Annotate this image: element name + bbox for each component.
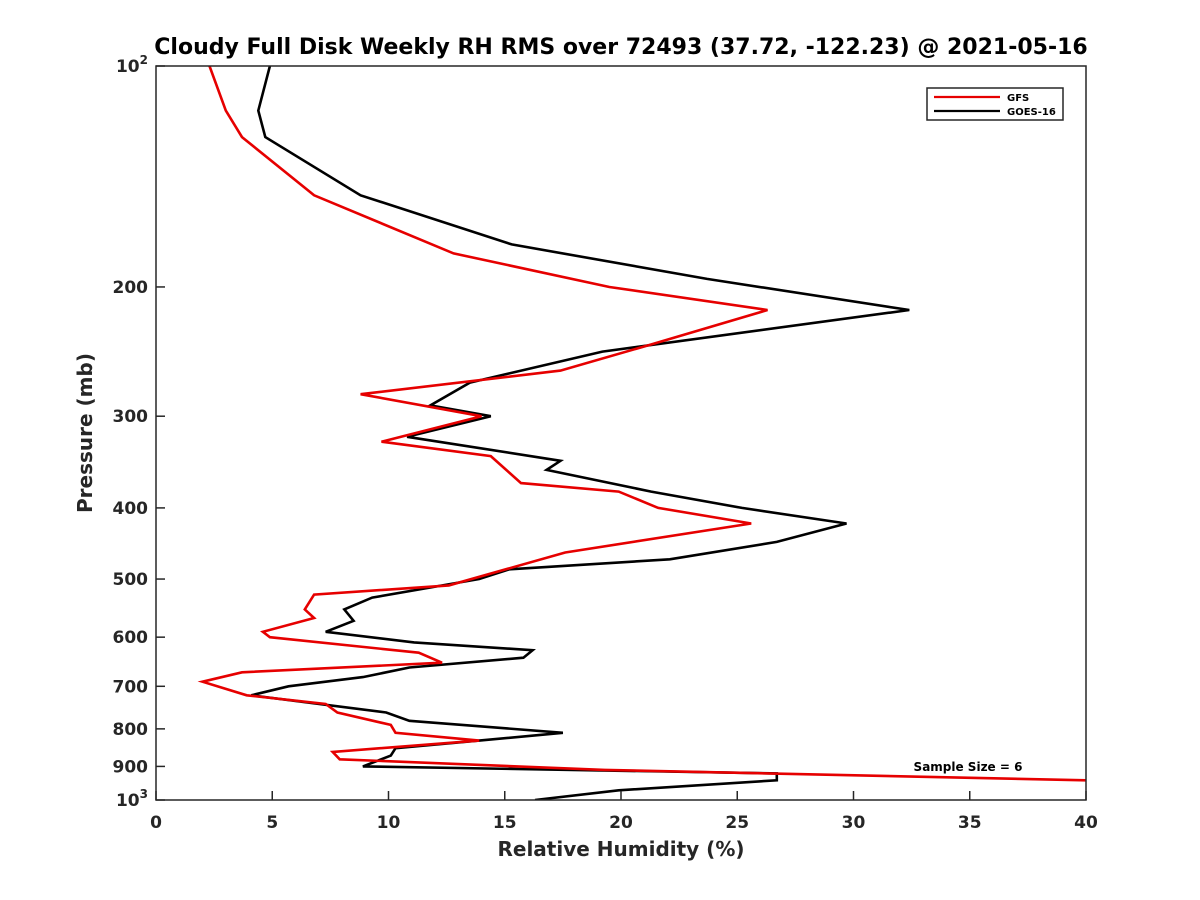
y-tick-label: 103 xyxy=(116,787,148,811)
x-axis-label: Relative Humidity (%) xyxy=(497,837,744,861)
x-tick-label: 35 xyxy=(958,813,982,833)
x-tick-label: 15 xyxy=(493,813,517,833)
y-axis-label: Pressure (mb) xyxy=(73,353,97,513)
y-tick-label: 600 xyxy=(113,628,149,648)
y-tick-label: 200 xyxy=(113,278,149,298)
y-tick-label: 500 xyxy=(113,570,149,590)
x-tick-label: 0 xyxy=(150,813,162,833)
x-tick-label: 30 xyxy=(842,813,866,833)
x-tick-label: 10 xyxy=(377,813,401,833)
y-tick-label: 300 xyxy=(113,407,149,427)
x-tick-label: 40 xyxy=(1074,813,1098,833)
x-tick-label: 20 xyxy=(609,813,633,833)
x-tick-label: 5 xyxy=(266,813,278,833)
legend-box xyxy=(926,87,1064,121)
x-tick-label: 25 xyxy=(725,813,749,833)
y-tick-label: 102 xyxy=(116,53,148,77)
series-layer xyxy=(197,66,1086,800)
legend-label-goes16: GOES-16 xyxy=(1007,107,1056,118)
legend: GFS GOES-16 xyxy=(926,87,1064,121)
chart-title: Cloudy Full Disk Weekly RH RMS over 7249… xyxy=(154,35,1087,60)
series-line-gfs xyxy=(197,66,1086,782)
sample-size-annotation: Sample Size = 6 xyxy=(914,760,1023,774)
y-tick-label: 800 xyxy=(113,720,149,740)
y-axis-ticks: 102 200 300 400 500 600 700 800 900 103 xyxy=(113,53,165,811)
y-tick-label: 400 xyxy=(113,499,149,519)
y-tick-label: 900 xyxy=(113,757,149,777)
y-tick-label: 700 xyxy=(113,677,149,697)
legend-label-gfs: GFS xyxy=(1007,93,1029,104)
x-axis-ticks: 0 5 10 15 20 25 30 35 40 xyxy=(150,791,1098,833)
